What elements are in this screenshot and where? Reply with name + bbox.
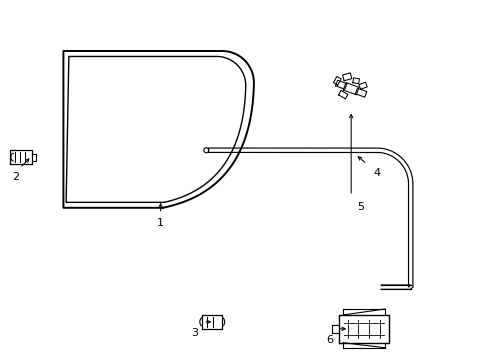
Text: 4: 4: [372, 168, 379, 178]
Text: 2: 2: [12, 172, 20, 182]
Text: 3: 3: [191, 328, 198, 338]
Text: 1: 1: [157, 218, 164, 228]
Text: 6: 6: [325, 335, 333, 345]
Text: 5: 5: [356, 202, 364, 212]
